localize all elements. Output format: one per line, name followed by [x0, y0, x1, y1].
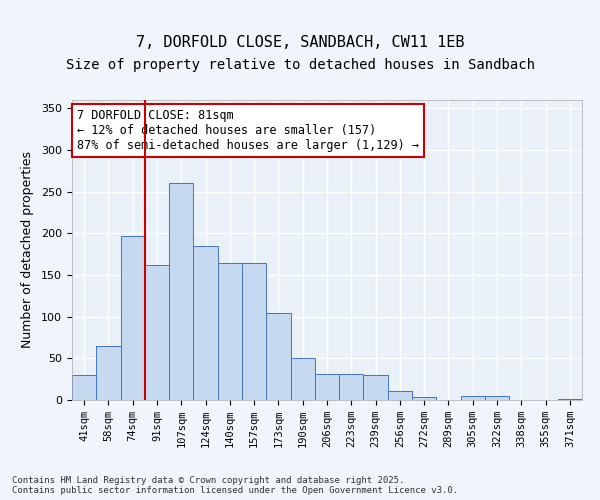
Bar: [461, 396, 485, 400]
Bar: [72, 375, 96, 400]
Text: 7, DORFOLD CLOSE, SANDBACH, CW11 1EB: 7, DORFOLD CLOSE, SANDBACH, CW11 1EB: [136, 35, 464, 50]
Bar: [266, 312, 290, 400]
Bar: [242, 262, 266, 400]
Bar: [169, 184, 193, 400]
Bar: [145, 265, 169, 400]
Bar: [290, 358, 315, 400]
Bar: [388, 391, 412, 400]
Bar: [193, 246, 218, 400]
Bar: [412, 396, 436, 400]
Text: Size of property relative to detached houses in Sandbach: Size of property relative to detached ho…: [65, 58, 535, 71]
Bar: [96, 346, 121, 400]
Text: Contains HM Land Registry data © Crown copyright and database right 2025.
Contai: Contains HM Land Registry data © Crown c…: [12, 476, 458, 495]
Text: 7 DORFOLD CLOSE: 81sqm
← 12% of detached houses are smaller (157)
87% of semi-de: 7 DORFOLD CLOSE: 81sqm ← 12% of detached…: [77, 109, 419, 152]
Bar: [121, 236, 145, 400]
Bar: [315, 374, 339, 400]
Bar: [218, 262, 242, 400]
Y-axis label: Number of detached properties: Number of detached properties: [21, 152, 34, 348]
Bar: [339, 374, 364, 400]
Bar: [558, 399, 582, 400]
Bar: [485, 396, 509, 400]
Bar: [364, 375, 388, 400]
